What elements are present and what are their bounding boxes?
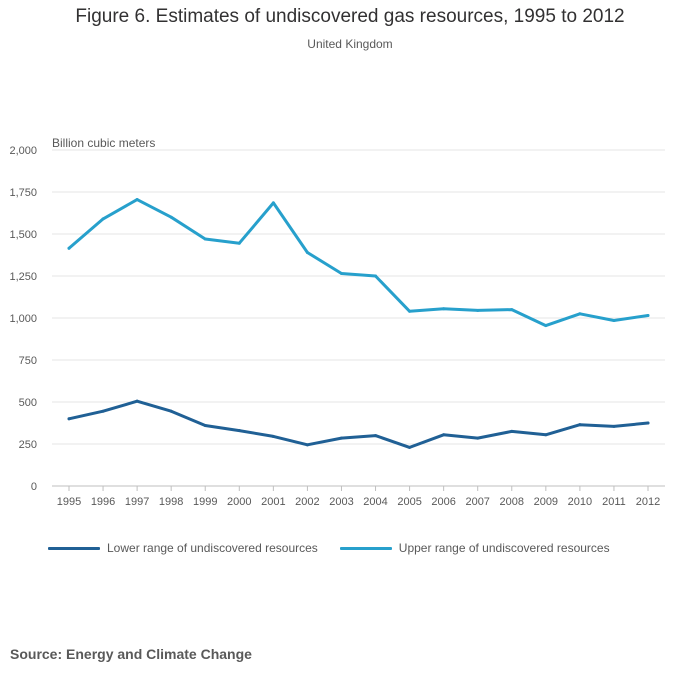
data-point-upper-1996	[101, 217, 105, 221]
data-point-upper-1998	[169, 215, 173, 219]
data-point-upper-2009	[544, 324, 548, 328]
x-tick-label: 2005	[397, 496, 421, 508]
series-lines	[67, 198, 650, 449]
data-point-lower-2000	[237, 429, 241, 433]
x-tick-label: 2000	[227, 496, 251, 508]
data-point-lower-2005	[408, 445, 412, 449]
source-note: Source: Energy and Climate Change	[10, 646, 252, 662]
x-tick-label: 1995	[57, 496, 81, 508]
x-tick-label: 2009	[534, 496, 558, 508]
legend-label-upper: Upper range of undiscovered resources	[398, 541, 610, 555]
x-tick-label: 2003	[329, 496, 353, 508]
data-point-lower-2002	[305, 443, 309, 447]
x-tick-label: 2012	[636, 496, 660, 508]
y-tick-label: 0	[31, 481, 37, 493]
x-tick-label: 2006	[431, 496, 455, 508]
data-point-lower-2010	[578, 423, 582, 427]
data-point-upper-2004	[374, 274, 378, 278]
data-point-lower-2012	[646, 421, 650, 425]
series-line-upper	[67, 198, 650, 328]
data-point-lower-2006	[442, 433, 446, 437]
data-point-lower-1996	[101, 409, 105, 413]
data-point-lower-2009	[544, 433, 548, 437]
data-point-upper-1999	[203, 237, 207, 241]
legend-swatch-upper	[339, 546, 392, 550]
y-axis-label: Billion cubic meters	[52, 136, 155, 150]
data-point-lower-1995	[67, 417, 71, 421]
data-point-lower-2011	[612, 424, 616, 428]
data-point-upper-2002	[305, 250, 309, 254]
legend-swatch-lower	[48, 546, 100, 550]
data-point-upper-2006	[442, 307, 446, 311]
data-point-upper-2000	[237, 241, 241, 245]
y-tick-label: 2,000	[9, 145, 37, 157]
x-tick-label: 2011	[602, 496, 626, 508]
y-tick-label: 750	[19, 355, 37, 367]
legend-label-lower: Lower range of undiscovered resources	[107, 541, 318, 555]
data-point-lower-1999	[203, 424, 207, 428]
data-point-lower-2001	[271, 434, 275, 438]
x-tick-label: 2002	[295, 496, 319, 508]
data-point-lower-2004	[374, 434, 378, 438]
x-tick-label: 2007	[465, 496, 489, 508]
data-point-upper-2011	[612, 319, 616, 323]
x-tick-label: 1999	[193, 496, 217, 508]
x-axis-ticks: 1995 1996 1997 1998 1999 2000 2001 2002 2003 2004…	[57, 486, 660, 508]
y-tick-label: 1,750	[9, 187, 37, 199]
data-point-upper-2007	[476, 308, 480, 312]
x-tick-label: 1996	[91, 496, 115, 508]
data-point-upper-2008	[510, 308, 514, 312]
data-point-lower-1997	[135, 399, 139, 403]
chart-subtitle: United Kingdom	[307, 37, 393, 51]
legend-item-lower: Lower range of undiscovered resources	[48, 541, 318, 555]
x-tick-label: 2008	[500, 496, 524, 508]
x-tick-label: 2001	[261, 496, 285, 508]
data-point-upper-2010	[578, 312, 582, 316]
data-point-lower-2008	[510, 429, 514, 433]
y-axis-ticks: 0 250 500 750 1,000 1,250 1,500 1,750 2,000	[9, 145, 37, 493]
x-tick-label: 1997	[125, 496, 149, 508]
y-tick-label: 250	[19, 439, 37, 451]
y-tick-label: 1,500	[9, 229, 37, 241]
data-point-lower-1998	[169, 409, 173, 413]
data-point-upper-1995	[67, 246, 71, 250]
line-chart: 0 250 500 750 1,000 1,250 1,500 1,750 2,000 1995…	[9, 136, 665, 508]
x-tick-label: 1998	[159, 496, 183, 508]
y-tick-label: 500	[19, 397, 37, 409]
chart-title: Figure 6. Estimates of undiscovered gas …	[75, 6, 625, 27]
chart-legend: Lower range of undiscovered resources Up…	[48, 541, 632, 555]
data-point-upper-2005	[408, 309, 412, 313]
data-point-upper-2001	[271, 201, 275, 205]
data-point-lower-2003	[339, 436, 343, 440]
x-tick-label: 2004	[363, 496, 387, 508]
gridlines	[52, 149, 665, 487]
y-tick-label: 1,250	[9, 271, 37, 283]
series-line-lower	[67, 399, 650, 449]
legend-item-upper: Upper range of undiscovered resources	[339, 541, 610, 555]
y-tick-label: 1,000	[9, 313, 37, 325]
data-point-upper-2003	[339, 271, 343, 275]
data-point-upper-1997	[135, 198, 139, 202]
data-point-lower-2007	[476, 436, 480, 440]
x-tick-label: 2010	[568, 496, 592, 508]
data-point-upper-2012	[646, 313, 650, 317]
